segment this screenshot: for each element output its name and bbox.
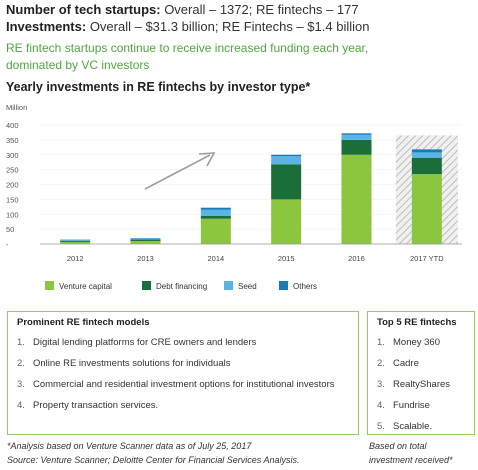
startups-count-line: Number of tech startups: Overall – 1372;… [6,2,359,17]
top5-panel-title: Top 5 RE fintechs [377,317,457,328]
footnote-basis-line-1: Based on total [369,441,427,451]
y-tick-label: 350 [6,136,19,145]
list-item-number: 1. [17,337,25,348]
x-tick-label: 2012 [67,254,84,263]
investments-line: Investments: Overall – $31.3 billion; RE… [6,19,369,34]
list-item-text: Commercial and residential investment op… [33,379,335,390]
legend-swatch [224,281,233,290]
investments-label: Investments: [6,19,87,34]
footnote-basis-line-2: investment received* [369,455,453,465]
models-panel: Prominent RE fintech models 1. Digital le… [7,311,359,435]
startups-value: Overall – 1372; RE fintechs – 177 [160,2,359,17]
list-item-number: 5. [377,421,385,432]
bar-segment [271,164,302,200]
list-item-number: 4. [17,400,25,411]
bar-segment [60,241,91,244]
bar-segment [271,199,302,244]
list-item: 3. RealtyShares [377,379,450,400]
list-item: 2. Online RE investments solutions for in… [17,358,335,379]
legend-swatch [279,281,288,290]
y-tick-label: - [6,240,9,249]
trend-arrow-head [198,152,216,167]
y-tick-label: 150 [6,195,19,204]
list-item-text: Scalable. [393,421,433,432]
x-tick-label: 2014 [207,254,224,263]
bar-segment [200,207,231,210]
bar-segment [341,134,372,140]
bar-segment [130,241,161,244]
list-item: 4. Fundrise [377,400,450,421]
y-tick-label: 400 [6,121,19,130]
bar-segment [411,149,442,153]
list-item-number: 3. [17,379,25,390]
top5-list: 1. Money 360 2. Cadre 3. RealtyShares 4. Fun… [377,337,450,442]
x-tick-label: 2016 [348,254,365,263]
list-item: 3. Commercial and residential investment … [17,379,335,400]
y-tick-label: 100 [6,210,19,219]
bar-segment [60,239,91,241]
legend-label: Debt financing [156,282,207,291]
funding-note: RE fintech startups continue to receive … [6,40,386,74]
list-item-text: Cadre [393,358,419,369]
y-tick-label: 200 [6,181,19,190]
bar-segment [60,240,91,242]
y-axis-unit-label: Million [6,103,27,112]
list-item-text: Property transaction services. [33,400,159,411]
chart-title: Yearly investments in RE fintechs by inv… [6,80,311,94]
bar-segment [130,238,161,240]
list-item-text: Online RE investments solutions for indi… [33,358,231,369]
trend-arrow-shaft [144,154,211,190]
investments-value: Overall – $31.3 billion; RE Fintechs – $… [86,19,370,34]
list-item: 4. Property transaction services. [17,400,335,421]
footnote-top5-basis: Based on total investment received* [369,439,453,467]
bar-segment [411,174,442,244]
x-tick-label: 2017 YTD [410,254,444,263]
y-tick-label: 300 [6,151,19,160]
list-item-text: Digital lending platforms for CRE owners… [33,337,257,348]
footnote-analysis: *Analysis based on Venture Scanner data … [7,441,252,451]
list-item-text: RealtyShares [393,379,451,390]
list-item: 1. Money 360 [377,337,450,358]
list-item-number: 2. [377,358,385,369]
legend-label: Seed [238,282,257,291]
list-item-number: 4. [377,400,385,411]
models-panel-title: Prominent RE fintech models [17,317,150,328]
bar-segment [411,157,442,175]
x-tick-label: 2015 [278,254,295,263]
list-item: 2. Cadre [377,358,450,379]
legend-label: Venture capital [59,282,112,291]
bar-segment [341,154,372,244]
bar-segment [411,152,442,158]
list-item-number: 1. [377,337,385,348]
list-item: 1. Digital lending platforms for CRE owne… [17,337,335,358]
bar-segment [130,239,161,242]
y-tick-label: 50 [6,225,14,234]
list-item-number: 2. [17,358,25,369]
startups-label: Number of tech startups: [6,2,161,17]
funding-note-line-2: dominated by VC investors [6,58,150,72]
x-tick-label: 2013 [137,254,154,263]
footnote-source-line: Source: Venture Scanner; Deloitte Center… [7,455,300,465]
list-item-text: Money 360 [393,337,441,348]
list-item-text: Fundrise [393,400,430,411]
legend-label: Others [293,282,317,291]
list-item-number: 3. [377,379,385,390]
bar-segment [271,154,302,157]
legend-swatch [45,281,54,290]
bar-segment [271,156,302,165]
footnote-source: *Analysis based on Venture Scanner data … [7,439,299,467]
investments-chart: Million 400 350 300 250 200 150 100 50 - 2012 2013 2… [6,103,462,291]
bar-segment [200,209,231,216]
models-list: 1. Digital lending platforms for CRE owne… [17,337,335,421]
bar-segment [200,218,231,244]
y-tick-label: 250 [6,166,19,175]
legend-swatch [142,281,151,290]
top5-panel: Top 5 RE fintechs 1. Money 360 2. Cadre 3.… [367,311,475,435]
bar-segment [200,215,231,219]
list-item: 5. Scalable. [377,421,450,442]
funding-note-line-1: RE fintech startups continue to receive … [6,41,369,55]
bar-segment [341,133,372,135]
bar-segment [341,139,372,155]
